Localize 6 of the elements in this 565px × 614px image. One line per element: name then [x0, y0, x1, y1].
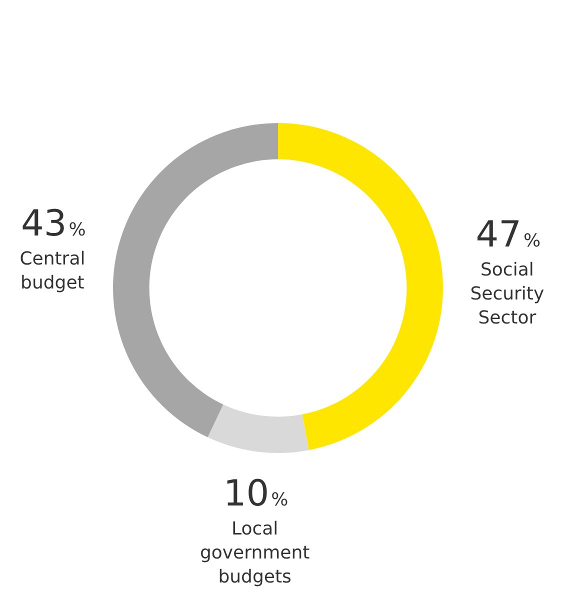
slice-label: Central budget [20, 248, 86, 294]
data-label: 43% [21, 204, 86, 245]
data-label: 10% [223, 474, 288, 515]
data-label: 47% [476, 214, 541, 256]
slice-label: Social Security Sector [470, 260, 544, 329]
slice-label: Local government budgets [200, 518, 310, 588]
